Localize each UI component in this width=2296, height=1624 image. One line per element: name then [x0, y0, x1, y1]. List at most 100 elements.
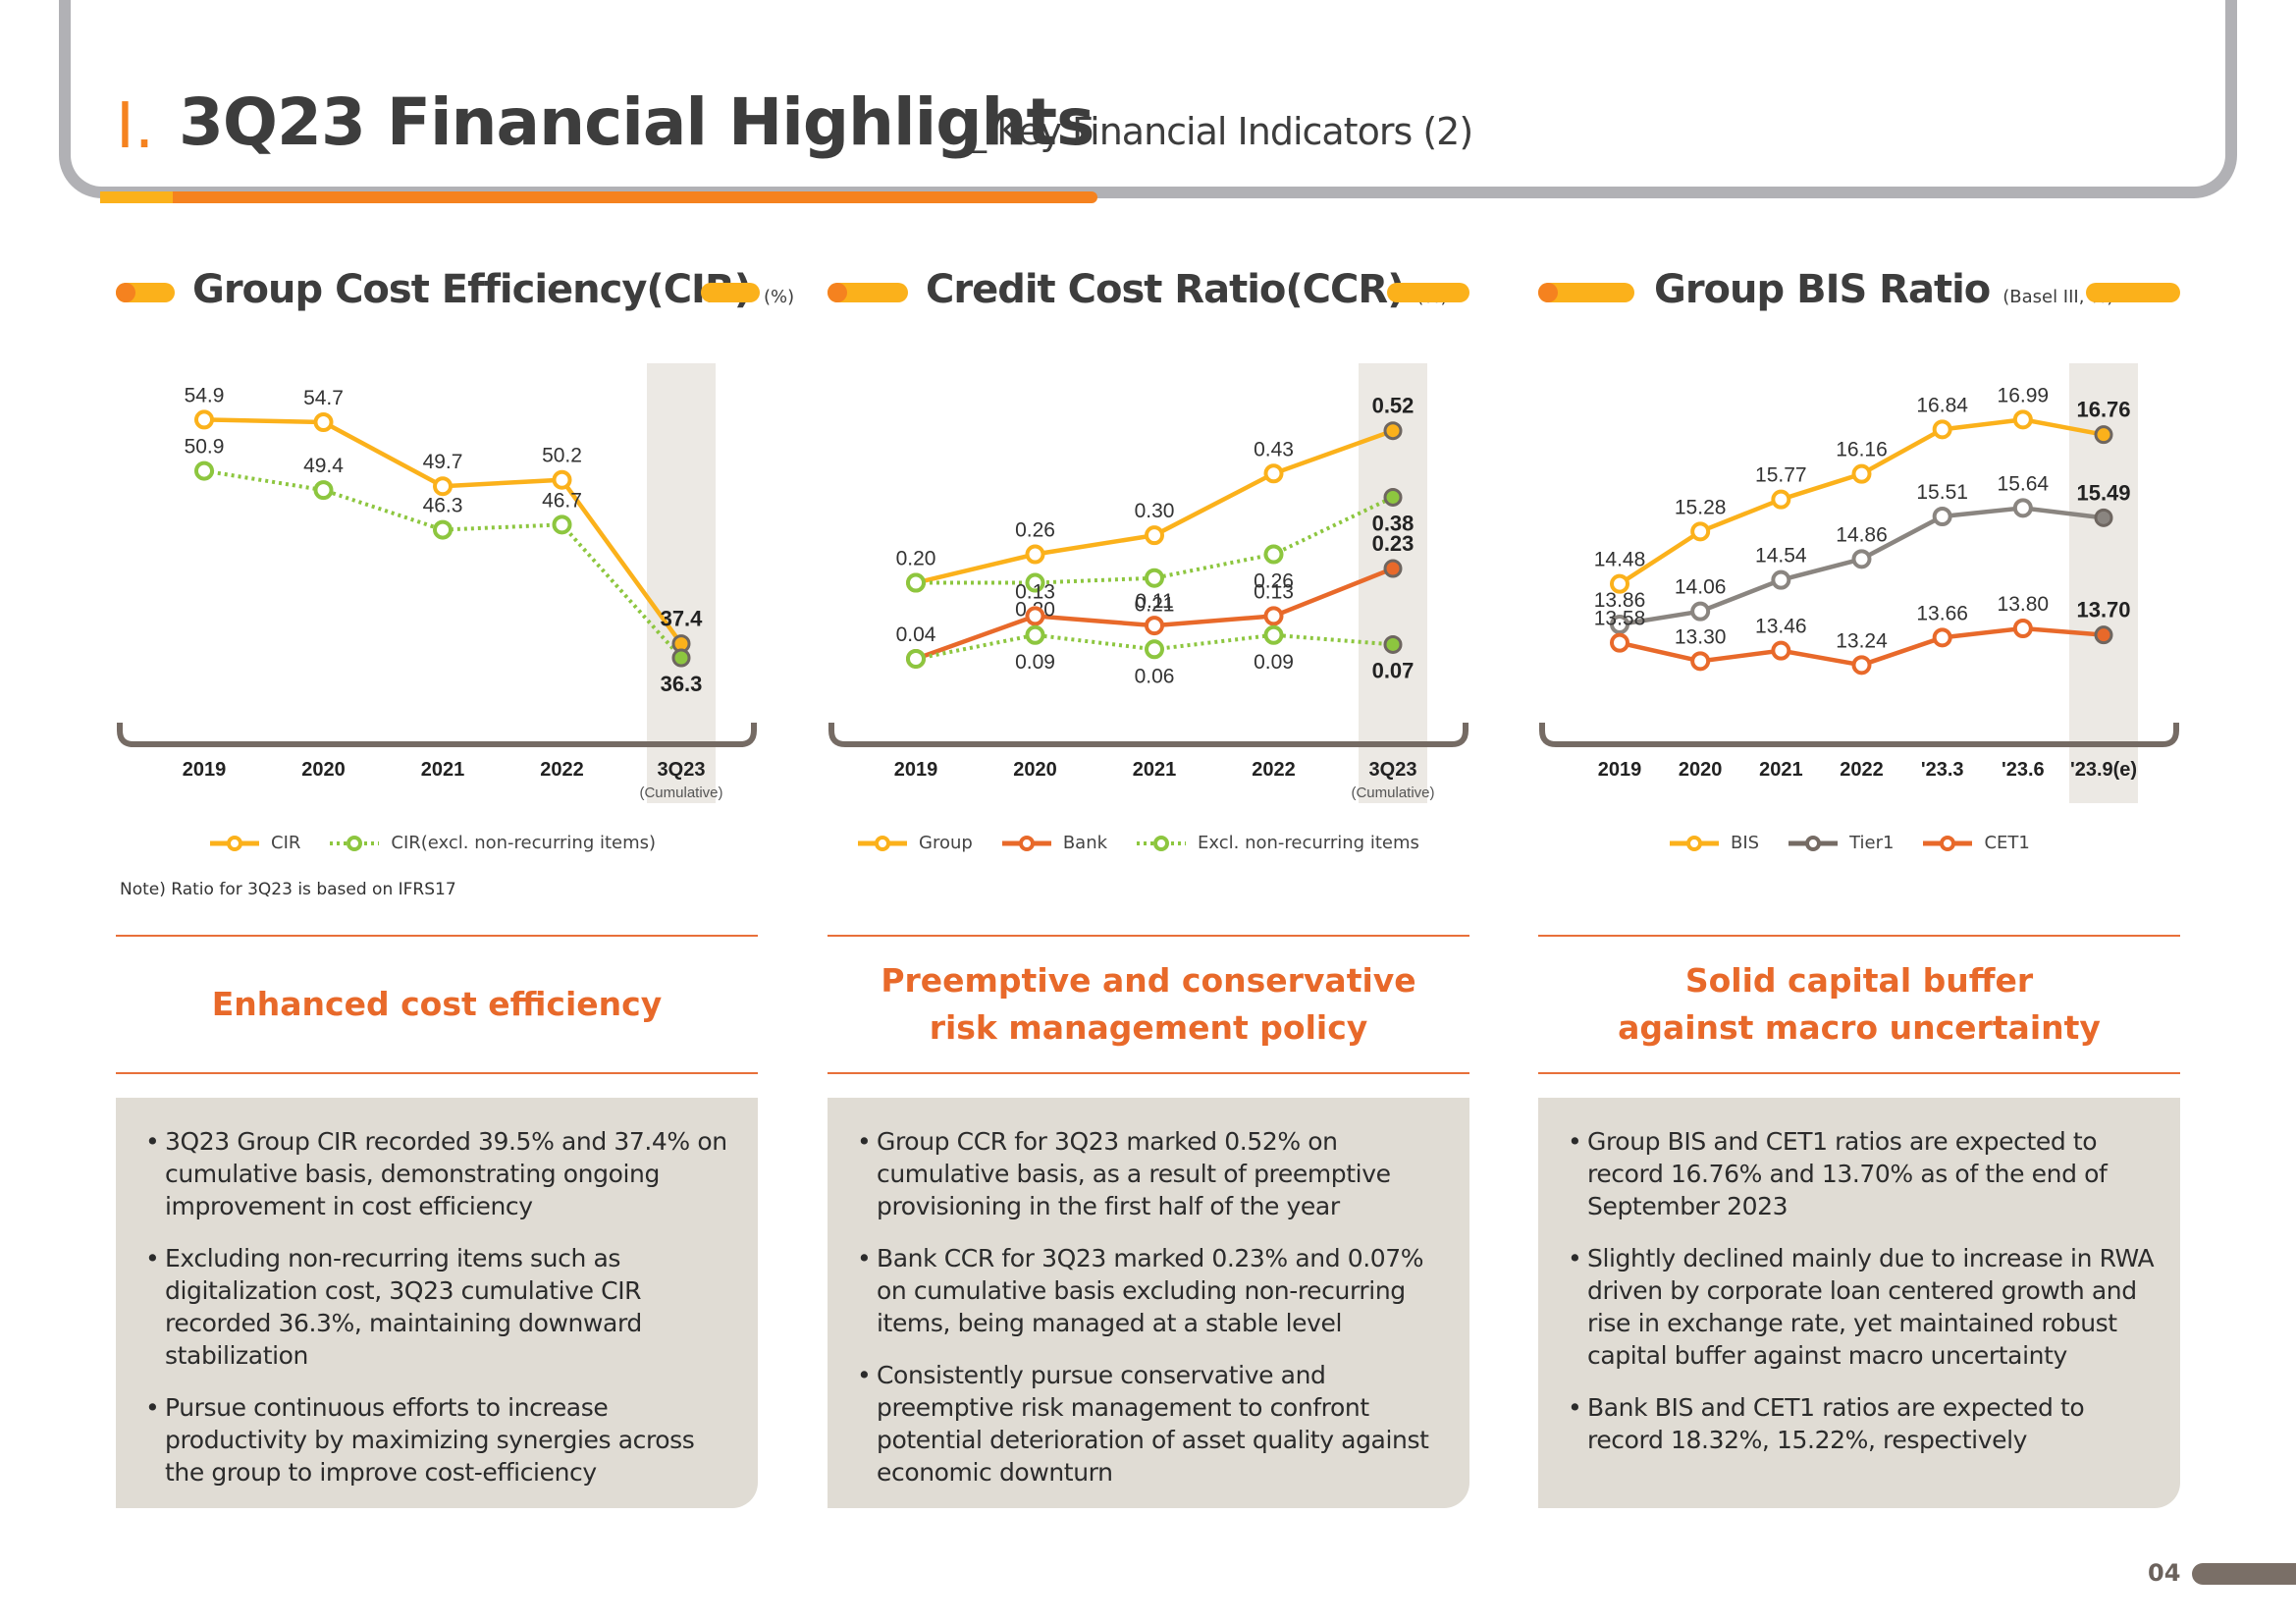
solid-line-marker-icon: [210, 835, 259, 851]
data-point: [2094, 625, 2113, 645]
data-label: 16.76: [2076, 398, 2130, 422]
x-tick-label: 2022: [1252, 759, 1296, 781]
x-tick-label: '23.9(e): [2070, 759, 2137, 781]
data-point: [2094, 425, 2113, 445]
solid-line-marker-icon: [1001, 835, 1051, 851]
data-point: [1771, 640, 1791, 661]
data-point: [1851, 463, 1872, 484]
data-label: 13.66: [1916, 602, 1968, 624]
data-label: 14.54: [1755, 545, 1807, 568]
data-point: [1690, 651, 1711, 672]
data-label: 13.80: [1998, 593, 2050, 616]
page-title: 3Q23 Financial Highlights: [179, 84, 1095, 160]
data-point: [1610, 632, 1629, 653]
data-point: [194, 460, 214, 481]
x-tick-label: 2021: [421, 759, 465, 781]
data-label: 0.20: [896, 548, 936, 570]
solid-line-marker-icon: [1670, 835, 1719, 851]
x-tick-label: 2022: [1840, 759, 1884, 781]
dotted-line-marker-icon: [1137, 835, 1187, 851]
pill-decoration-icon: [828, 283, 908, 302]
data-point: [1932, 627, 1952, 648]
x-tick-label: 3Q23: [658, 759, 706, 781]
data-label: 0.43: [1254, 438, 1294, 460]
solid-line-marker-icon: [1789, 835, 1839, 851]
data-point: [1025, 572, 1045, 593]
pill-decoration-icon: [701, 283, 760, 302]
x-tick-label: 2021: [1133, 759, 1177, 781]
x-tick-label: '23.3: [1921, 759, 1964, 781]
header-accent-bar: [100, 191, 175, 203]
x-axis-bracket: [828, 723, 1468, 747]
data-label: 0.52: [1372, 394, 1415, 418]
data-label: 50.9: [185, 436, 225, 459]
chart-title-text: Group Cost Efficiency(CIR): [192, 267, 752, 312]
data-point: [1025, 624, 1045, 645]
chart-title-text: Credit Cost Ratio(CCR): [926, 267, 1405, 312]
summary-box-bis: Group BIS and CET1 ratios are expected t…: [1538, 1098, 2180, 1508]
data-point: [1383, 487, 1403, 507]
legend-item: Tier1: [1789, 833, 1894, 853]
data-label: 13.70: [2076, 598, 2130, 623]
data-point: [2012, 619, 2033, 638]
data-label: 16.84: [1916, 394, 1968, 416]
data-point: [1383, 559, 1403, 578]
data-label: 15.28: [1675, 496, 1727, 518]
data-point: [1932, 507, 1952, 526]
data-label: 16.16: [1836, 439, 1888, 461]
ccr-line-chart: 2019 2020 2021 2022 3Q23 (Cumulative) 0.20 0.26…: [828, 363, 1468, 803]
data-point: [1263, 544, 1284, 565]
data-label: 37.4: [661, 607, 704, 631]
data-point: [2012, 498, 2033, 518]
data-point: [1145, 616, 1164, 636]
data-point: [1263, 606, 1284, 626]
bullet-item: 3Q23 Group CIR recorded 39.5% and 37.4% …: [143, 1125, 734, 1222]
bullet-item: Consistently pursue conservative and pre…: [855, 1359, 1446, 1489]
data-point: [313, 412, 334, 432]
data-point: [552, 469, 572, 490]
x-tick-sublabel: (Cumulative): [1351, 785, 1434, 801]
data-point: [1610, 615, 1629, 634]
bullet-item: Excluding non-recurring items such as di…: [143, 1242, 734, 1372]
legend-label: Tier1: [1849, 833, 1895, 853]
cir-line-chart: 2019 2020 2021 2022 3Q23 (Cumulative) 54.9 54.7…: [117, 363, 757, 803]
data-label: 15.51: [1916, 481, 1968, 504]
data-label: 36.3: [661, 672, 703, 696]
chart-note: Note) Ratio for 3Q23 is based on IFRS17: [120, 880, 456, 899]
data-label: 0.21: [1135, 594, 1175, 617]
data-point: [194, 409, 214, 430]
chart-title: Group BIS Ratio (Basel III, %): [1654, 267, 2113, 312]
header-progress-bar: [173, 191, 1097, 203]
data-point: [1383, 634, 1403, 654]
pill-decoration-icon: [2086, 283, 2180, 302]
data-label: 0.30: [1135, 500, 1175, 522]
data-point: [433, 476, 453, 497]
data-label: 0.38: [1372, 511, 1415, 535]
page-subtitle: _ Key Financial Indicators (2): [968, 110, 1473, 153]
data-point: [313, 480, 334, 501]
legend-label: Group: [919, 833, 973, 853]
solid-line-marker-icon: [858, 835, 907, 851]
legend-item: CIR(excl. non-recurring items): [330, 833, 656, 853]
data-point: [1263, 624, 1284, 645]
data-point: [1771, 569, 1791, 590]
data-label: 0.13: [1015, 580, 1055, 603]
data-point: [1690, 521, 1711, 542]
data-label: 46.7: [542, 489, 582, 512]
chart-title-text: Group BIS Ratio: [1654, 267, 1991, 312]
section-header-ccr: Credit Cost Ratio(CCR) (%): [828, 267, 1469, 316]
x-tick-label: 2020: [301, 759, 346, 781]
data-label: 14.06: [1675, 576, 1727, 599]
bullet-item: Group CCR for 3Q23 marked 0.52% on cumul…: [855, 1125, 1446, 1222]
data-label: 50.2: [542, 445, 582, 467]
page-number: 04: [2148, 1559, 2181, 1587]
bullet-item: Group BIS and CET1 ratios are expected t…: [1566, 1125, 2157, 1222]
pill-decoration-icon: [1387, 283, 1469, 302]
summary-box-ccr: Group CCR for 3Q23 marked 0.52% on cumul…: [828, 1098, 1469, 1508]
data-label: 13.30: [1675, 625, 1727, 648]
x-tick-label: 2019: [894, 759, 938, 781]
data-label: 13.58: [1594, 608, 1646, 630]
pill-decoration-icon: [116, 283, 175, 302]
data-point: [2012, 409, 2033, 430]
legend-label: CIR: [271, 833, 301, 853]
